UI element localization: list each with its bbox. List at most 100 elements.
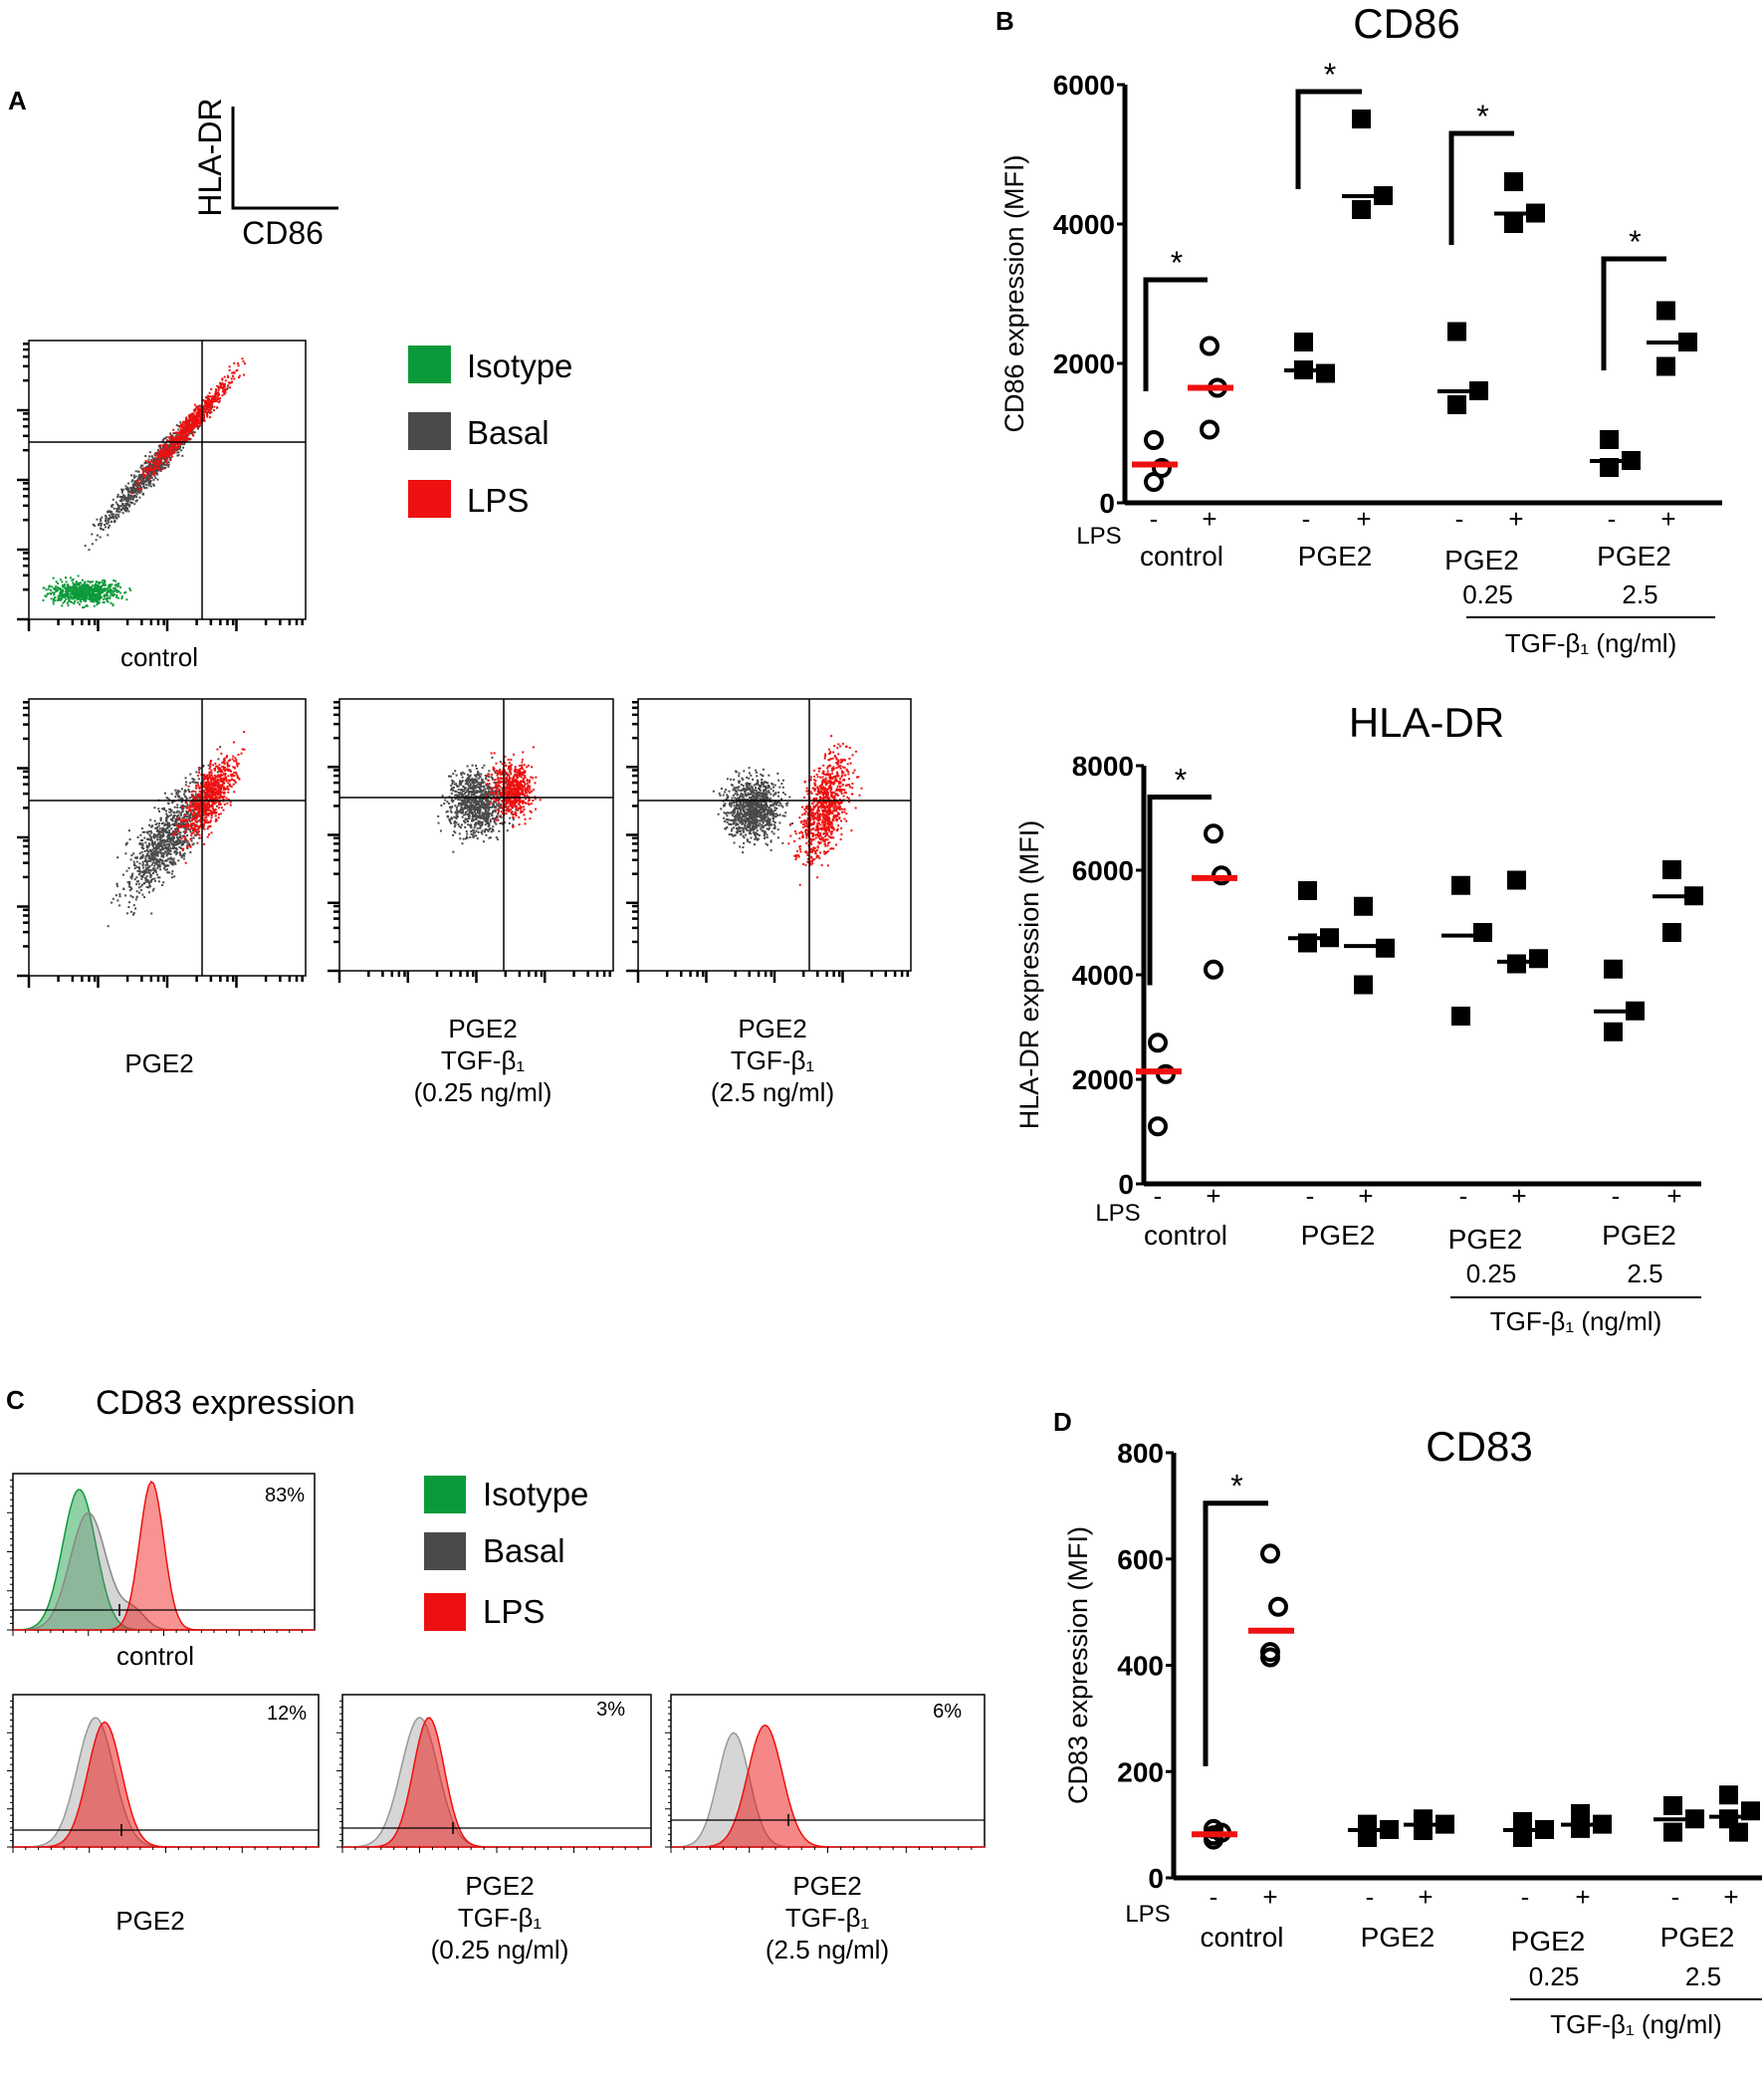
event-dot: [179, 439, 182, 442]
event-dot: [192, 831, 195, 834]
event-dot: [154, 454, 156, 457]
event-dot: [50, 597, 53, 600]
event-dot: [467, 794, 470, 797]
event-dot: [117, 582, 120, 585]
event-dot: [211, 797, 214, 800]
event-dot: [205, 778, 208, 780]
event-dot: [114, 579, 116, 582]
event-dot: [179, 835, 182, 838]
event-dot: [158, 469, 161, 471]
event-dot: [133, 878, 136, 881]
event-dot: [155, 829, 158, 832]
event-dot: [210, 790, 213, 792]
event-dot: [211, 794, 214, 797]
event-dot: [473, 794, 476, 797]
event-dot: [211, 807, 214, 810]
event-dot: [103, 588, 106, 591]
event-dot: [189, 815, 192, 818]
event-dot: [463, 819, 465, 822]
event-dot: [160, 822, 163, 825]
event-dot: [153, 819, 156, 822]
event-dot: [241, 748, 244, 751]
event-dot: [97, 585, 100, 588]
event-dot: [154, 826, 157, 829]
event-dot: [176, 804, 179, 807]
event-dot: [64, 593, 67, 596]
event-dot: [47, 587, 50, 590]
event-dot: [175, 810, 178, 813]
event-dot: [142, 476, 145, 478]
event-dot: [223, 795, 226, 798]
event-dot: [169, 856, 172, 859]
event-dot: [150, 476, 153, 479]
event-dot: [219, 779, 222, 782]
event-dot: [79, 589, 82, 592]
event-dot: [176, 836, 178, 839]
event-dot: [187, 785, 190, 788]
event-dot: [474, 785, 477, 788]
event-dot: [192, 805, 195, 807]
event-dot: [105, 515, 108, 517]
event-dot: [144, 859, 147, 862]
event-dot: [198, 424, 201, 427]
event-dot: [480, 831, 483, 833]
event-dot: [105, 526, 108, 529]
event-dot: [139, 833, 142, 836]
event-dot: [113, 583, 116, 586]
event-dot: [210, 797, 213, 800]
event-dot: [446, 801, 449, 804]
event-dot: [172, 442, 175, 445]
event-dot: [83, 599, 86, 602]
event-dot: [227, 788, 230, 791]
event-dot: [217, 767, 220, 770]
event-dot: [147, 464, 150, 466]
event-dot: [127, 482, 130, 485]
event-dot: [188, 423, 191, 426]
event-dot: [211, 401, 214, 404]
event-dot: [454, 820, 456, 823]
event-dot: [227, 782, 230, 785]
event-dot: [203, 807, 206, 809]
event-dot: [52, 602, 55, 605]
event-dot: [169, 457, 172, 459]
event-dot: [148, 843, 151, 846]
event-dot: [488, 808, 491, 811]
event-dot: [208, 404, 211, 407]
event-dot: [182, 857, 185, 860]
event-dot: [450, 787, 453, 790]
event-dot: [165, 819, 168, 822]
event-dot: [160, 853, 163, 856]
event-dot: [476, 792, 479, 795]
event-dot: [115, 517, 118, 520]
event-dot: [470, 806, 473, 808]
event-dot: [148, 858, 151, 861]
event-dot: [88, 549, 91, 552]
event-dot: [460, 789, 462, 792]
event-dot: [460, 772, 463, 775]
event-dot: [150, 455, 153, 458]
event-dot: [175, 442, 177, 445]
event-dot: [132, 860, 135, 863]
event-dot: [70, 594, 73, 597]
event-dot: [54, 599, 57, 602]
event-dot: [100, 590, 103, 593]
event-dot: [130, 486, 133, 489]
event-dot: [181, 842, 184, 845]
event-dot: [160, 855, 163, 858]
event-dot: [122, 888, 125, 890]
event-dot: [222, 808, 225, 811]
event-dot: [167, 463, 170, 466]
event-dot: [182, 822, 185, 825]
event-dot: [95, 597, 97, 600]
event-dot: [171, 876, 173, 879]
event-dot: [474, 812, 477, 815]
event-dot: [222, 761, 225, 764]
event-dot: [482, 815, 485, 818]
event-dot: [461, 809, 464, 812]
event-dot: [181, 816, 184, 819]
event-dot: [189, 773, 192, 776]
event-dot: [205, 781, 208, 784]
event-dot: [183, 819, 186, 822]
event-dot: [91, 596, 93, 599]
event-dot: [203, 797, 206, 800]
